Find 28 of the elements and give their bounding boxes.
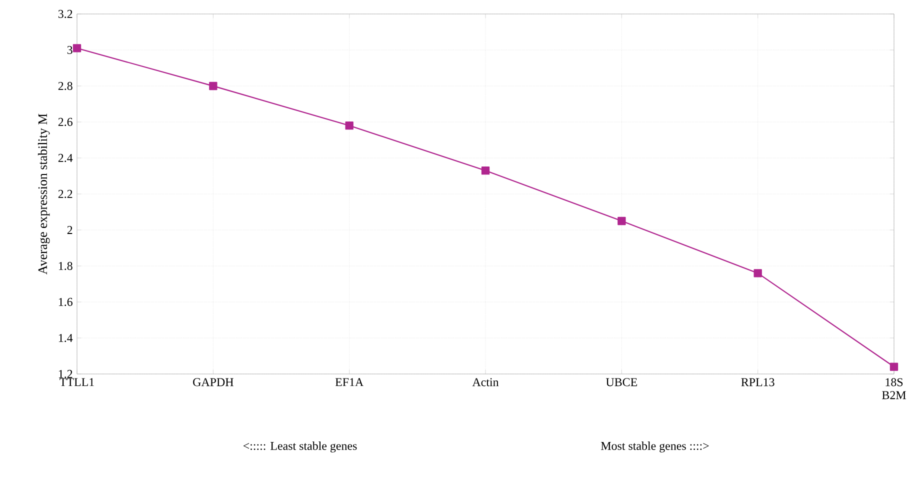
y-axis-title: Average expression stability M — [38, 114, 50, 274]
y-tick-label: 2.2 — [58, 190, 72, 198]
y-tick-label: 2.8 — [58, 82, 72, 90]
x-tick-label: UBCE — [606, 378, 638, 386]
point — [345, 122, 354, 130]
y-tick-label: 2.6 — [58, 118, 72, 126]
y-tick-label: 1.2 — [58, 370, 72, 378]
y-tick-label: 2 — [67, 226, 72, 234]
x-tick-label: GAPDH — [193, 378, 234, 386]
text: Most stable genes ::::> — [601, 442, 709, 452]
point — [754, 269, 762, 278]
x-tick-label: Actin — [472, 378, 499, 386]
y-tick-label: 3.2 — [58, 10, 72, 18]
y-tick-label: 1.6 — [58, 298, 72, 306]
point — [481, 166, 490, 175]
point — [72, 44, 82, 52]
y-tick-label: 1.8 — [58, 262, 72, 270]
point — [618, 216, 626, 226]
y-tick-label: 2.4 — [58, 154, 73, 162]
point — [209, 82, 218, 90]
y-tick-label: 3 — [67, 46, 72, 54]
point — [890, 362, 898, 371]
x-tick-label: 18S B2M — [882, 378, 906, 400]
x-tick-label: EF1A — [335, 378, 364, 386]
x-tick-label: TTLL1 — [60, 378, 94, 386]
text: <::::: Least stable genes — [243, 442, 357, 452]
y-tick-label: 1.4 — [58, 334, 73, 342]
x-tick-label: RPL13 — [741, 378, 774, 386]
